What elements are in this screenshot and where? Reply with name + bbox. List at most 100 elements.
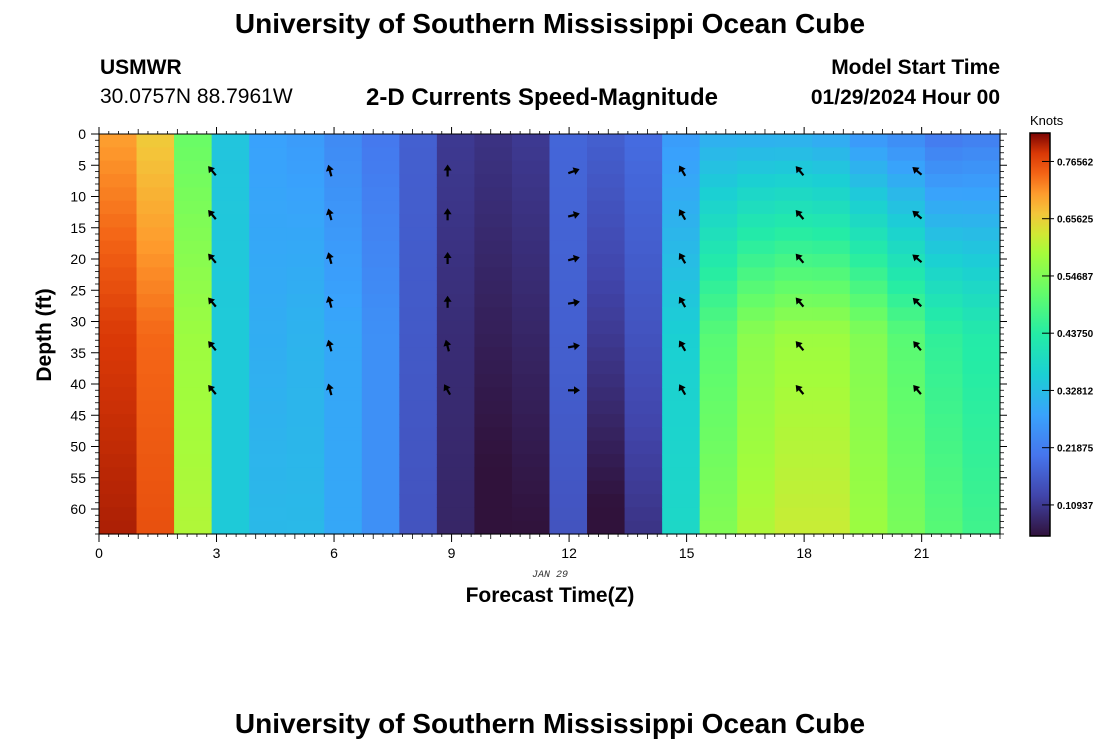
- heatmap-cell: [887, 374, 926, 388]
- heatmap-cell: [361, 280, 400, 295]
- heatmap-cell: [249, 414, 288, 428]
- heatmap-cell: [849, 307, 888, 322]
- heatmap-cell: [549, 307, 588, 322]
- heatmap-cell: [324, 160, 363, 175]
- heatmap-cell: [924, 280, 964, 295]
- heatmap-cell: [436, 307, 476, 322]
- heatmap-cell: [812, 254, 851, 268]
- heatmap-cell: [887, 134, 926, 148]
- heatmap-cell: [361, 187, 400, 202]
- heatmap-cell: [249, 400, 288, 415]
- heatmap-cell: [699, 387, 738, 402]
- heatmap-cell: [662, 374, 701, 388]
- heatmap-cell: [962, 174, 1001, 188]
- heatmap-cell: [924, 187, 964, 202]
- heatmap-cell: [249, 360, 288, 375]
- heatmap-cell: [737, 267, 776, 282]
- heatmap-cell: [136, 174, 175, 188]
- heatmap-cell: [662, 280, 701, 295]
- heatmap-cell: [174, 454, 213, 468]
- heatmap-cell: [99, 294, 138, 308]
- heatmap-cell: [662, 360, 701, 375]
- heatmap-cell: [324, 520, 363, 535]
- heatmap-cell: [924, 360, 964, 375]
- heatmap-cell: [587, 147, 626, 162]
- heatmap-cell: [774, 267, 813, 282]
- heatmap-cell: [286, 454, 325, 468]
- heatmap-cell: [511, 320, 551, 335]
- heatmap-cell: [324, 214, 363, 228]
- heatmap-cell: [699, 374, 738, 388]
- heatmap-cell: [249, 187, 288, 202]
- heatmap-cell: [511, 147, 551, 162]
- heatmap-cell: [136, 307, 175, 322]
- heatmap-cell: [624, 440, 663, 455]
- heatmap-cell: [286, 320, 325, 335]
- heatmap-cell: [361, 134, 400, 148]
- heatmap-cell: [436, 174, 476, 188]
- heatmap-cell: [436, 374, 476, 388]
- heatmap-cell: [249, 214, 288, 228]
- heatmap-cell: [849, 347, 888, 362]
- heatmap-cell: [249, 227, 288, 242]
- heatmap-cell: [774, 387, 813, 402]
- heatmap-cell: [99, 400, 138, 415]
- current-vector-arrow: [443, 339, 452, 352]
- heatmap-cell: [361, 520, 400, 535]
- heatmap-cell: [474, 147, 513, 162]
- heatmap-cell: [887, 240, 926, 255]
- heatmap-cell: [924, 160, 964, 175]
- heatmap-cell: [211, 147, 250, 162]
- heatmap-cell: [399, 427, 438, 442]
- heatmap-cell: [662, 520, 701, 535]
- heatmap-cell: [587, 240, 626, 255]
- heatmap-cell: [361, 427, 400, 442]
- heatmap-cell: [887, 360, 926, 375]
- heatmap-cell: [474, 160, 513, 175]
- heatmap-cell: [474, 334, 513, 348]
- heatmap-cell: [249, 307, 288, 322]
- current-vector-arrow: [443, 295, 452, 308]
- current-vector-arrow: [443, 384, 452, 396]
- heatmap-cell: [624, 227, 663, 242]
- heatmap-cell: [812, 467, 851, 482]
- model-start-label: Model Start Time: [831, 56, 1000, 79]
- heatmap-cell: [849, 374, 888, 388]
- heatmap-cell: [99, 494, 138, 508]
- y-tick-label: 40: [70, 376, 86, 392]
- heatmap-cell: [549, 374, 588, 388]
- heatmap-cell: [962, 240, 1001, 255]
- heatmap-cell: [737, 160, 776, 175]
- heatmap-cell: [737, 280, 776, 295]
- heatmap-cell: [136, 214, 175, 228]
- heatmap-cell: [249, 467, 288, 482]
- heatmap-cell: [474, 440, 513, 455]
- heatmap-cell: [324, 360, 363, 375]
- heatmap-cell: [587, 174, 626, 188]
- heatmap-cell: [399, 400, 438, 415]
- x-tick-label: 12: [561, 545, 577, 561]
- heatmap-cell: [136, 134, 175, 148]
- heatmap-cell: [924, 294, 964, 308]
- axes: 0 3 6 9 12 15 18 21 0 5 10 15 20 25 30 35 40 45 50 55 60: [70, 126, 1007, 561]
- heatmap-cell: [849, 214, 888, 228]
- heatmap-cell: [887, 414, 926, 428]
- heatmap-cell: [624, 507, 663, 522]
- heatmap-cell: [211, 214, 250, 228]
- heatmap-cell: [737, 227, 776, 242]
- heatmap-cell: [286, 254, 325, 268]
- heatmap-cell: [812, 414, 851, 428]
- heatmap-cell: [99, 334, 138, 348]
- heatmap-cell: [99, 520, 138, 535]
- heatmap-cell: [361, 414, 400, 428]
- heatmap-cell: [662, 334, 701, 348]
- heatmap-cell: [662, 387, 701, 402]
- heatmap-cell: [211, 160, 250, 175]
- heatmap-cell: [624, 187, 663, 202]
- heatmap-cell: [812, 400, 851, 415]
- heatmap-cell: [962, 400, 1001, 415]
- heatmap-cell: [587, 200, 626, 215]
- heatmap-cell: [211, 520, 250, 535]
- heatmap-cell: [511, 507, 551, 522]
- heatmap-cell: [211, 280, 250, 295]
